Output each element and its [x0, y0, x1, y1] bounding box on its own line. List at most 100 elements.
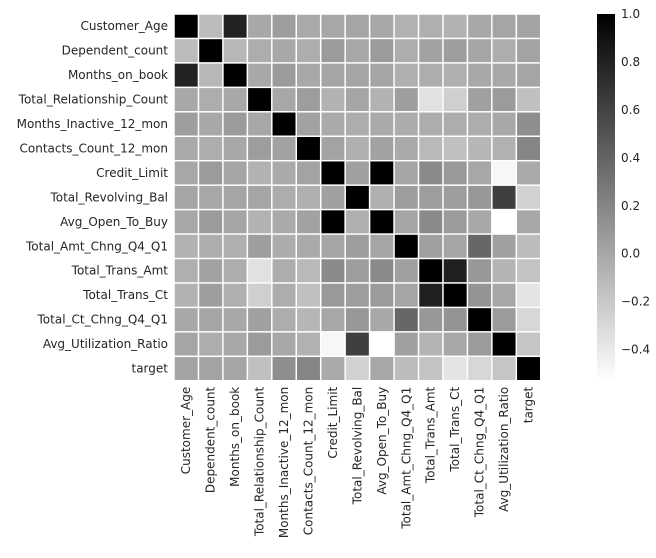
heatmap-cell — [297, 185, 320, 209]
heatmap-cell — [492, 161, 516, 185]
heatmap-cell — [468, 112, 492, 136]
heatmap-cell — [272, 39, 296, 63]
heatmap-cell — [321, 14, 345, 38]
heatmap-cell — [517, 14, 540, 38]
heatmap-cell — [321, 137, 345, 160]
heatmap-cell — [174, 259, 198, 283]
heatmap-cell — [321, 88, 345, 112]
heatmap-cell — [223, 283, 247, 307]
heatmap-cell — [468, 210, 492, 234]
heatmap-cell — [174, 357, 198, 380]
heatmap-cell — [223, 39, 247, 63]
heatmap-cell — [370, 112, 394, 136]
heatmap-cell — [174, 39, 198, 63]
row-label: Total_Trans_Ct — [82, 288, 168, 302]
heatmap-cell — [272, 185, 296, 209]
heatmap-cell — [419, 185, 443, 209]
heatmap-cell — [321, 259, 345, 283]
heatmap-cell — [223, 259, 247, 283]
heatmap-cell — [345, 357, 369, 380]
heatmap-cell — [321, 357, 345, 380]
heatmap-cell — [174, 137, 198, 160]
row-labels: Customer_Age Dependent_count Months_on_boo… — [17, 19, 169, 375]
heatmap-cell — [345, 161, 369, 185]
heatmap-cell — [174, 234, 198, 258]
heatmap-cell — [199, 161, 223, 185]
colorbar-tick-label: −0.4 — [621, 343, 650, 357]
heatmap-cell — [419, 234, 443, 258]
heatmap-cell — [394, 210, 418, 234]
row-label: Avg_Open_To_Buy — [60, 215, 168, 229]
heatmap-cell — [345, 137, 369, 160]
column-label: Customer_Age — [179, 387, 193, 475]
heatmap-cell — [492, 63, 516, 87]
heatmap-cell — [468, 137, 492, 160]
heatmap-cell — [419, 137, 443, 160]
row-label: Total_Revolving_Bal — [49, 190, 168, 204]
heatmap-cell — [517, 357, 540, 380]
heatmap-cell — [345, 63, 369, 87]
heatmap-cell — [419, 210, 443, 234]
heatmap-cell — [174, 332, 198, 356]
heatmap-cell — [517, 39, 540, 63]
heatmap-cell — [297, 88, 320, 112]
heatmap-cell — [297, 332, 320, 356]
column-labels: Customer_Age Dependent_count Months_on_boo… — [179, 386, 535, 538]
column-label: Total_Revolving_Bal — [350, 387, 364, 506]
heatmap-cell — [394, 332, 418, 356]
heatmap-cell — [443, 308, 467, 332]
heatmap-cell — [174, 88, 198, 112]
heatmap-cell — [345, 88, 369, 112]
heatmap-cell — [199, 283, 223, 307]
heatmap-cell — [517, 210, 540, 234]
heatmap-cell — [394, 137, 418, 160]
heatmap-cell — [223, 308, 247, 332]
heatmap-cell — [370, 39, 394, 63]
column-label: Total_Amt_Chng_Q4_Q1 — [399, 387, 413, 530]
heatmap-cell — [223, 332, 247, 356]
heatmap-cell — [223, 234, 247, 258]
heatmap-cell — [468, 185, 492, 209]
heatmap-cell — [468, 259, 492, 283]
heatmap-cell — [199, 308, 223, 332]
heatmap-cell — [174, 14, 198, 38]
heatmap-cell — [248, 112, 272, 136]
row-label: Months_Inactive_12_mon — [17, 117, 168, 131]
heatmap-cell — [468, 283, 492, 307]
colorbar-ticks: 1.0 0.8 0.6 0.4 0.2 0.0 −0.2 −0.4 — [621, 7, 650, 357]
heatmap-cell — [199, 234, 223, 258]
heatmap-cell — [174, 283, 198, 307]
heatmap-cell — [345, 283, 369, 307]
heatmap-cell — [272, 234, 296, 258]
column-label: Total_Relationship_Count — [253, 386, 267, 537]
row-label: Total_Trans_Amt — [71, 264, 169, 278]
heatmap-cell — [199, 210, 223, 234]
heatmap-cell — [370, 14, 394, 38]
heatmap-cell — [517, 259, 540, 283]
heatmap-cell — [394, 63, 418, 87]
heatmap-cell — [345, 112, 369, 136]
heatmap-cell — [248, 137, 272, 160]
heatmap-cell — [468, 39, 492, 63]
heatmap-cell — [370, 185, 394, 209]
heatmap-cell — [370, 357, 394, 380]
colorbar-tick-label: 0.8 — [621, 55, 640, 69]
heatmap-cell — [517, 234, 540, 258]
heatmap-cell — [297, 14, 320, 38]
heatmap-cell — [443, 88, 467, 112]
heatmap-cell — [199, 259, 223, 283]
heatmap-cell — [517, 308, 540, 332]
heatmap-cell — [199, 185, 223, 209]
heatmap-cell — [297, 112, 320, 136]
heatmap-cell — [419, 112, 443, 136]
colorbar: 1.0 0.8 0.6 0.4 0.2 0.0 −0.2 −0.4 — [597, 7, 650, 381]
heatmap-cell — [345, 259, 369, 283]
heatmap-cell — [492, 14, 516, 38]
heatmap-cell — [468, 332, 492, 356]
heatmap-cell — [345, 234, 369, 258]
heatmap-cell — [321, 63, 345, 87]
row-label: Credit_Limit — [96, 166, 168, 180]
heatmap-cell — [394, 357, 418, 380]
heatmap-cell — [492, 88, 516, 112]
